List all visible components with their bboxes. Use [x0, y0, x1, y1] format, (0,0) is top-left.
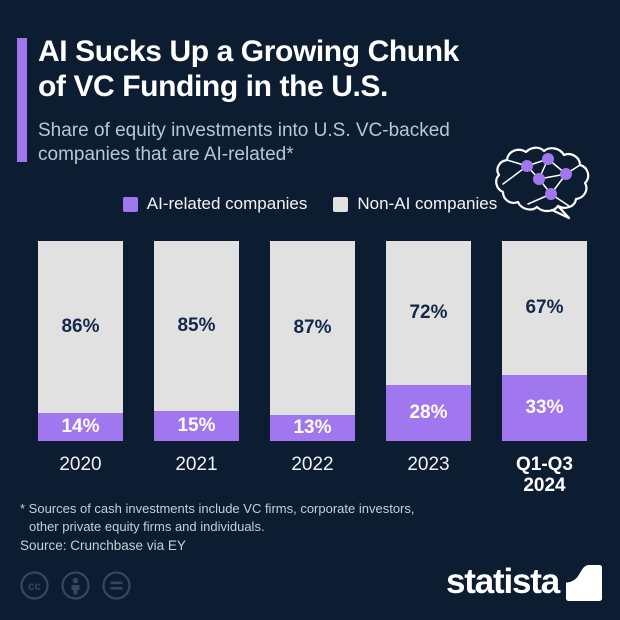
attribution-icon[interactable]: [61, 571, 90, 600]
legend-label: Non-AI companies: [357, 194, 498, 213]
title-accent-bar: [17, 38, 27, 162]
bar-column-q1-q3-2024: 67% 33% Q1-Q3 2024: [502, 241, 587, 496]
bar-segment-non-ai: 72%: [386, 241, 471, 385]
stacked-bar: 72% 28%: [386, 241, 471, 441]
legend-label: AI-related companies: [146, 194, 308, 213]
bar-value-label: 33%: [525, 397, 564, 418]
category-label: Q1-Q3 2024: [515, 454, 574, 496]
bar-segment-ai-related: 33%: [502, 375, 587, 441]
bar-chart: 86% 14% 2020 85% 15% 2021 87% 13% 2022 72% 28% 2023…: [38, 241, 587, 496]
bar-column-2023: 72% 28% 2023: [386, 241, 471, 475]
legend: AI-related companies Non-AI companies: [0, 194, 620, 214]
bar-column-2022: 87% 13% 2022: [270, 241, 355, 475]
footnote-line-1: * Sources of cash investments include VC…: [20, 501, 415, 516]
bar-value-label: 86%: [61, 316, 100, 337]
license-icons: cc: [20, 571, 131, 600]
bar-value-label: 85%: [177, 315, 216, 336]
footnote: * Sources of cash investments include VC…: [20, 500, 415, 536]
statista-logo[interactable]: statista: [446, 563, 602, 601]
bar-column-2020: 86% 14% 2020: [38, 241, 123, 475]
bar-segment-ai-related: 14%: [38, 413, 123, 441]
stacked-bar: 67% 33%: [502, 241, 587, 441]
bar-segment-non-ai: 85%: [154, 241, 239, 411]
page-subtitle: Share of equity investments into U.S. VC…: [38, 119, 450, 167]
stacked-bar: 85% 15%: [154, 241, 239, 441]
svg-text:cc: cc: [28, 581, 41, 593]
stacked-bar: 86% 14%: [38, 241, 123, 441]
bar-column-2021: 85% 15% 2021: [154, 241, 239, 475]
bar-segment-ai-related: 15%: [154, 411, 239, 441]
legend-item-0: AI-related companies: [122, 194, 308, 214]
bar-value-label: 72%: [409, 302, 448, 323]
statista-wordmark: statista: [446, 562, 560, 601]
subtitle-line-1: Share of equity investments into U.S. VC…: [38, 120, 450, 141]
bar-segment-non-ai: 86%: [38, 241, 123, 413]
bar-segment-ai-related: 28%: [386, 385, 471, 441]
bar-segment-non-ai: 87%: [270, 241, 355, 415]
page-title: AI Sucks Up a Growing Chunk of VC Fundin…: [38, 34, 459, 104]
legend-swatch-icon: [122, 196, 138, 212]
stacked-bar: 87% 13%: [270, 241, 355, 441]
bar-value-label: 13%: [293, 417, 332, 438]
subtitle-line-2: companies that are AI-related*: [38, 144, 294, 165]
bar-value-label: 15%: [177, 415, 216, 436]
bar-value-label: 28%: [409, 402, 448, 423]
category-label: 2021: [175, 454, 218, 475]
bar-segment-ai-related: 13%: [270, 415, 355, 441]
bar-value-label: 87%: [293, 317, 332, 338]
legend-item-1: Non-AI companies: [333, 194, 497, 214]
category-label: 2020: [59, 454, 102, 475]
title-line-1: AI Sucks Up a Growing Chunk: [38, 35, 459, 68]
category-label: 2023: [407, 454, 450, 475]
legend-swatch-icon: [333, 196, 349, 212]
cc-icon[interactable]: cc: [20, 571, 49, 600]
category-label: 2022: [291, 454, 334, 475]
bar-value-label: 14%: [61, 416, 100, 437]
brain-network-icon: [495, 146, 590, 220]
footnote-line-2: other private equity firms and individua…: [29, 519, 265, 534]
no-derivatives-icon[interactable]: [102, 571, 131, 600]
bar-value-label: 67%: [525, 297, 564, 318]
bar-segment-non-ai: 67%: [502, 241, 587, 375]
title-line-2: of VC Funding in the U.S.: [38, 70, 388, 103]
statista-logo-mark: [566, 565, 602, 601]
source-line: Source: Crunchbase via EY: [20, 538, 186, 553]
